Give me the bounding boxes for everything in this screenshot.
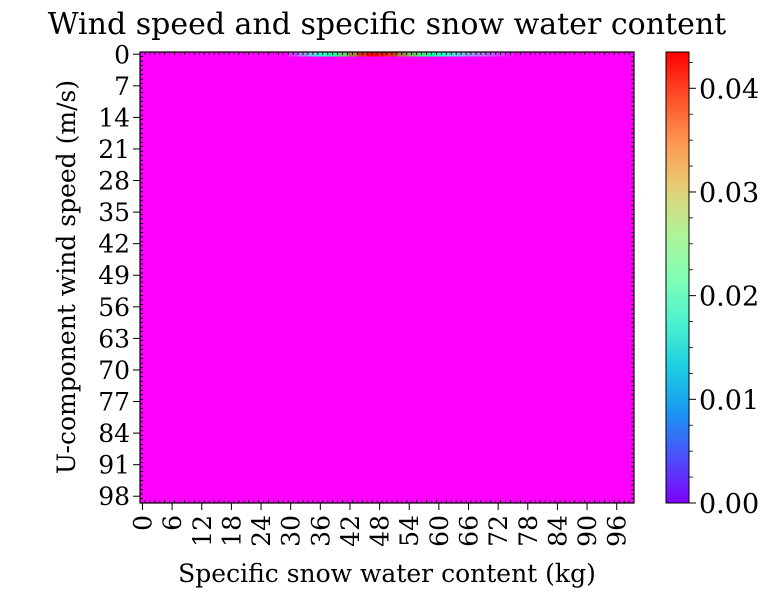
y-minor-ticks — [140, 51, 634, 504]
x-axis-label: Specific snow water content (kg) — [178, 559, 596, 588]
y-tick-label: 35 — [98, 198, 130, 227]
y-tick-label: 98 — [98, 482, 130, 511]
x-tick-label: 66 — [455, 515, 484, 547]
colorbar-tick-label: 0.02 — [699, 282, 759, 313]
y-tick-label: 84 — [98, 419, 130, 448]
y-tick-label: 14 — [98, 103, 130, 132]
x-minor-ticks — [139, 52, 635, 503]
x-tick-label: 36 — [306, 515, 335, 547]
heatmap-plot-area — [139, 51, 635, 504]
y-tick-label: 21 — [98, 135, 130, 164]
colorbar-tick-label: 0.00 — [699, 489, 759, 520]
x-tick-label: 60 — [425, 515, 454, 547]
colorbar: 0.00 0.01 0.02 0.03 0.04 — [665, 51, 759, 520]
x-tick-label: 96 — [603, 515, 632, 547]
y-tick-label: 7 — [114, 72, 130, 101]
y-tick-label: 70 — [98, 356, 130, 385]
x-tick-label: 30 — [277, 515, 306, 547]
y-tick-label: 0 — [114, 40, 130, 69]
x-tick-label: 42 — [336, 515, 365, 547]
colorbar-tick-label: 0.04 — [699, 74, 759, 105]
x-tick-label: 0 — [128, 515, 157, 531]
y-tick-label: 42 — [98, 230, 130, 259]
heatmap-background — [140, 52, 634, 503]
colorbar-tick-label: 0.03 — [699, 178, 759, 209]
x-tick-label: 48 — [366, 515, 395, 547]
y-tick-label: 49 — [98, 261, 130, 290]
colorbar-tick-label: 0.01 — [699, 385, 759, 416]
colorbar-frame — [665, 51, 690, 504]
x-tick-labels: 0 6 12 18 24 30 36 42 48 54 60 66 72 78 84 90 96 — [128, 503, 632, 547]
y-axis-label: U-component wind speed (m/s) — [52, 80, 81, 474]
colorbar-gradient — [666, 52, 689, 503]
x-tick-label: 24 — [247, 515, 276, 547]
x-tick-label: 6 — [158, 515, 187, 531]
x-tick-label: 54 — [395, 515, 424, 547]
colorbar-ticks: 0.00 0.01 0.02 0.03 0.04 — [689, 61, 759, 520]
y-tick-label: 91 — [98, 451, 130, 480]
y-tick-label: 56 — [98, 293, 130, 322]
y-tick-label: 28 — [98, 167, 130, 196]
x-tick-label: 12 — [188, 515, 217, 547]
x-tick-label: 72 — [484, 515, 513, 547]
chart-title: Wind speed and specific snow water conte… — [48, 7, 726, 42]
x-tick-label: 18 — [217, 515, 246, 547]
x-tick-label: 78 — [514, 515, 543, 547]
x-tick-label: 84 — [543, 515, 572, 547]
x-tick-label: 90 — [573, 515, 602, 547]
y-tick-label: 77 — [98, 388, 130, 417]
y-tick-label: 63 — [98, 324, 130, 353]
